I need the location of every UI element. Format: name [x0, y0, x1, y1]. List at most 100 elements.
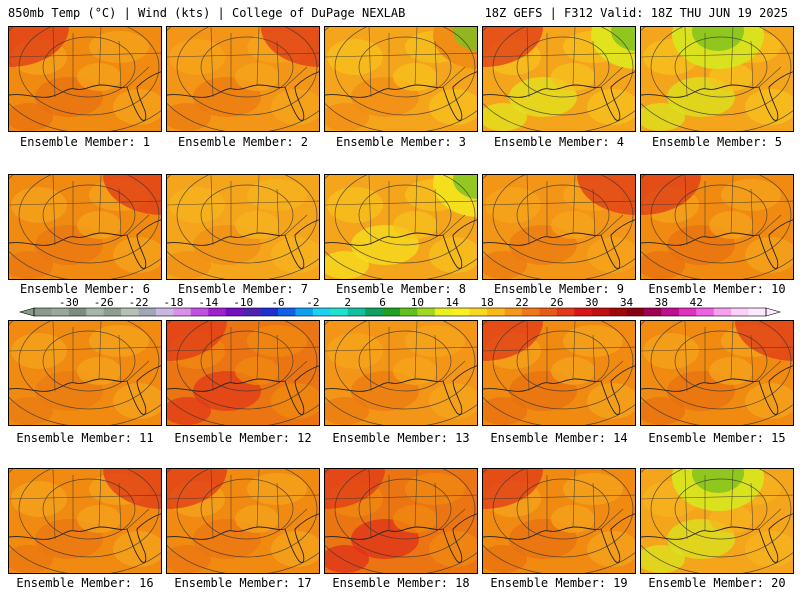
temperature-colorbar: -30 -26 -22 -18 -14 -10 -6 -2 2 6 10 14 18 22 26 30 34 38…: [18, 297, 782, 317]
member-label-19: Ensemble Member: 19: [490, 576, 628, 590]
member-label-1: Ensemble Member: 1: [19, 135, 151, 149]
member-label-15: Ensemble Member: 15: [648, 431, 786, 445]
member-label-18: Ensemble Member: 18: [332, 576, 470, 590]
colorbar-tick-label: -14: [198, 297, 218, 309]
temperature-map: [641, 321, 793, 425]
member-label-13: Ensemble Member: 13: [332, 431, 470, 445]
colorbar-segment: [644, 308, 662, 316]
colorbar-segment: [661, 308, 680, 316]
colorbar-segment: [34, 308, 52, 316]
ensemble-panel-13: [324, 320, 478, 426]
temperature-map: [167, 321, 319, 425]
colorbar-segment: [626, 308, 645, 316]
ensemble-panel-1: [8, 26, 162, 132]
member-label-10: Ensemble Member: 10: [648, 282, 786, 296]
colorbar-tick-label: 38: [655, 297, 668, 309]
colorbar-segment: [696, 308, 715, 316]
colorbar-tick-label: 14: [446, 297, 460, 309]
ensemble-panel-16: [8, 468, 162, 574]
temperature-map: [641, 469, 793, 573]
colorbar-segment: [260, 308, 279, 316]
member-label-7: Ensemble Member: 7: [177, 282, 309, 296]
ensemble-panel-4: [482, 26, 636, 132]
member-label-2: Ensemble Member: 2: [177, 135, 309, 149]
ensemble-panel-6: [8, 174, 162, 280]
member-label-4: Ensemble Member: 4: [493, 135, 625, 149]
temperature-map: [325, 27, 477, 131]
colorbar-segment: [522, 308, 540, 316]
colorbar-tick-label: 2: [344, 297, 351, 309]
colorbar-segment: [400, 308, 418, 316]
colorbar-segment: [452, 308, 471, 316]
temperature-map: [325, 469, 477, 573]
member-label-11: Ensemble Member: 11: [16, 431, 154, 445]
ensemble-panel-12: [166, 320, 320, 426]
ensemble-panel-3: [324, 26, 478, 132]
member-label-8: Ensemble Member: 8: [335, 282, 467, 296]
colorbar-segment: [68, 308, 87, 316]
ensemble-panel-15: [640, 320, 794, 426]
ensemble-panel-11: [8, 320, 162, 426]
colorbar-segment: [86, 308, 105, 316]
colorbar-segment: [347, 308, 366, 316]
member-label-12: Ensemble Member: 12: [174, 431, 312, 445]
colorbar-tick-label: -18: [163, 297, 183, 309]
ensemble-panel-5: [640, 26, 794, 132]
colorbar-segment: [103, 308, 122, 316]
colorbar-segment: [731, 308, 749, 316]
member-label-17: Ensemble Member: 17: [174, 576, 312, 590]
colorbar-tick-label: 26: [550, 297, 563, 309]
colorbar-segment: [713, 308, 732, 316]
temperature-map: [641, 175, 793, 279]
colorbar-tick-label: 22: [515, 297, 528, 309]
colorbar-arrow-left: [18, 307, 35, 317]
header-title: 850mb Temp (°C) | Wind (kts) | College o…: [8, 6, 406, 20]
colorbar-segment: [190, 308, 209, 316]
colorbar-arrow-right: [765, 307, 782, 317]
colorbar-segment: [138, 308, 157, 316]
ensemble-panel-7: [166, 174, 320, 280]
ensemble-panel-10: [640, 174, 794, 280]
temperature-map: [9, 469, 161, 573]
colorbar-segment: [539, 308, 558, 316]
colorbar-segment: [121, 308, 139, 316]
colorbar-tick-label: -30: [59, 297, 79, 309]
colorbar-tick-label: -26: [94, 297, 114, 309]
colorbar-segment: [295, 308, 314, 316]
temperature-map: [9, 27, 161, 131]
colorbar-tick-label: -2: [306, 297, 319, 309]
colorbar-tick-label: -6: [271, 297, 284, 309]
ensemble-panel-18: [324, 468, 478, 574]
colorbar-segment: [591, 308, 610, 316]
colorbar-segment: [365, 308, 383, 316]
colorbar-segment: [574, 308, 593, 316]
colorbar-segment: [609, 308, 627, 316]
colorbar-segment: [225, 308, 244, 316]
ensemble-panel-20: [640, 468, 794, 574]
colorbar-segment: [330, 308, 349, 316]
ensemble-panel-19: [482, 468, 636, 574]
colorbar-tick-label: 10: [411, 297, 424, 309]
colorbar-segment: [556, 308, 575, 316]
member-label-3: Ensemble Member: 3: [335, 135, 467, 149]
colorbar-segment: [382, 308, 401, 316]
member-label-14: Ensemble Member: 14: [490, 431, 628, 445]
ensemble-panel-14: [482, 320, 636, 426]
colorbar-tick-label: -10: [233, 297, 253, 309]
colorbar-segment: [312, 308, 331, 316]
ensemble-panel-2: [166, 26, 320, 132]
member-label-5: Ensemble Member: 5: [651, 135, 783, 149]
colorbar-tick-label: 34: [620, 297, 634, 309]
colorbar-segment: [487, 308, 505, 316]
temperature-map: [325, 321, 477, 425]
ensemble-panel-9: [482, 174, 636, 280]
colorbar-tick-label: 30: [585, 297, 598, 309]
temperature-map: [483, 469, 635, 573]
colorbar-segment: [208, 308, 227, 316]
colorbar-segment: [469, 308, 488, 316]
colorbar-tick-label: -22: [129, 297, 149, 309]
colorbar-segment: [417, 308, 436, 316]
temperature-map: [9, 321, 161, 425]
colorbar-segment: [434, 308, 453, 316]
member-label-6: Ensemble Member: 6: [19, 282, 151, 296]
